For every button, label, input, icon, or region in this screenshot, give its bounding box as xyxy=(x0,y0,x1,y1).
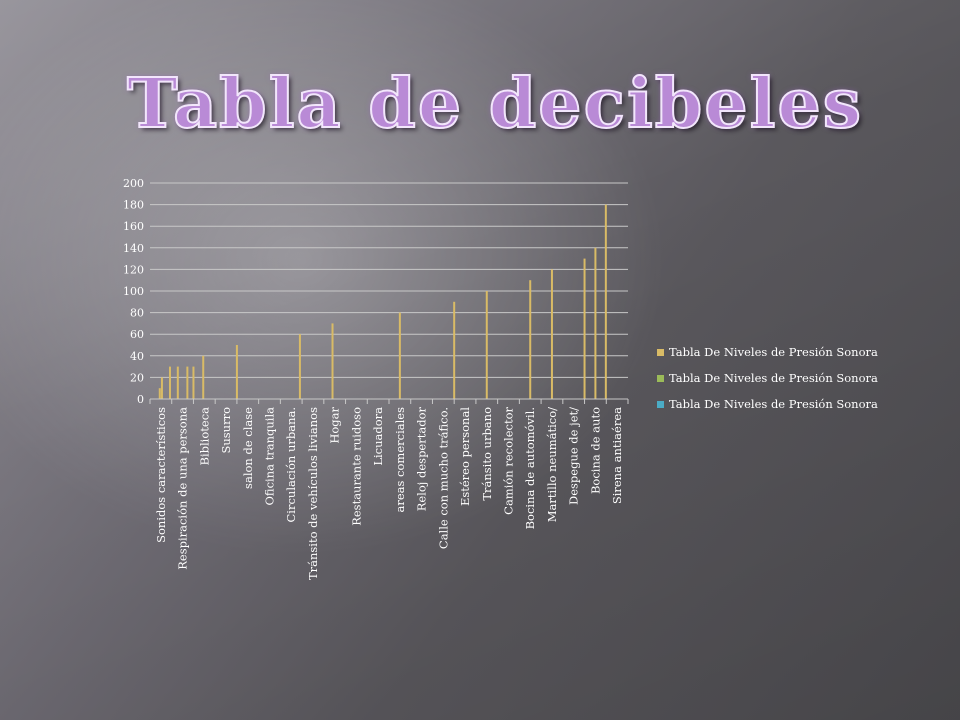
y-tick-label: 0 xyxy=(137,393,144,406)
legend-swatch xyxy=(657,401,664,408)
x-category-label: Martillo neumático/ xyxy=(545,407,559,522)
x-category-label: Biblioteca xyxy=(197,407,211,466)
slide-title: Tabla de decibeles xyxy=(126,63,863,145)
bar xyxy=(485,291,488,399)
bar xyxy=(604,204,607,399)
x-category-label: Camión recolector xyxy=(502,406,516,514)
x-category-label: Sonidos característicos xyxy=(154,407,168,543)
y-tick-label: 40 xyxy=(130,350,144,363)
bar xyxy=(453,301,456,399)
x-axis-category-labels: Sonidos característicos Respiración de un… xyxy=(154,406,624,580)
y-tick-label: 120 xyxy=(123,263,144,276)
y-tick-label: 140 xyxy=(123,242,144,255)
y-tick-label: 60 xyxy=(130,328,144,341)
x-category-label: Tránsito urbano xyxy=(480,407,494,501)
x-category-label: Oficina tranquila xyxy=(263,407,277,506)
x-category-label: Bocina de auto xyxy=(588,407,602,494)
bar xyxy=(298,334,301,399)
bar xyxy=(168,366,171,399)
y-tick-label: 80 xyxy=(130,307,144,320)
x-category-label: Reloj despertador xyxy=(415,406,429,511)
legend-label: Tabla De Niveles de Presión Sonora xyxy=(669,397,878,411)
y-tick-label: 160 xyxy=(123,220,144,233)
x-category-label: salon de clase xyxy=(241,407,255,489)
x-category-label: Tránsito de vehículos livianos xyxy=(306,407,320,580)
bar xyxy=(331,323,334,399)
bar xyxy=(529,280,532,399)
legend-label: Tabla De Niveles de Presión Sonora xyxy=(669,345,878,359)
bar xyxy=(594,247,597,399)
x-category-label: Hogar xyxy=(328,407,342,444)
x-category-label: Respiración de una persona xyxy=(176,407,190,570)
bar xyxy=(583,258,586,399)
x-category-label: Estéreo personal xyxy=(458,407,472,506)
x-category-label: Restaurante ruidoso xyxy=(349,407,363,526)
x-category-label: Circulación urbana. xyxy=(284,407,298,523)
bars xyxy=(158,204,607,399)
bar xyxy=(158,388,161,399)
x-category-label: areas comerciales xyxy=(393,407,407,513)
bar xyxy=(235,345,238,399)
legend-swatch xyxy=(657,375,664,382)
y-tick-label: 200 xyxy=(123,177,144,190)
y-tick-label: 180 xyxy=(123,199,144,212)
y-axis-tick-labels: 0 20 40 60 80 100 120 140 160 180 200 xyxy=(123,177,144,406)
bar xyxy=(160,377,163,399)
x-axis xyxy=(149,398,629,404)
x-category-label: Bocina de automóvil. xyxy=(523,407,537,529)
bar xyxy=(550,269,553,399)
x-category-label: Despegue de jet/ xyxy=(567,407,581,505)
y-tick-label: 100 xyxy=(123,285,144,298)
bar xyxy=(192,366,195,399)
bar xyxy=(398,312,401,399)
x-category-label: Sirena antiaérea xyxy=(610,407,624,504)
legend-swatch xyxy=(657,349,664,356)
bar xyxy=(186,366,189,399)
bar xyxy=(176,366,179,399)
x-category-label: Licuadora xyxy=(371,407,385,466)
x-category-label: Susurro xyxy=(219,407,233,454)
x-category-label: Calle con mucho tráfico. xyxy=(436,407,450,549)
bar xyxy=(202,355,205,399)
legend: Tabla De Niveles de Presión Sonora Tabla … xyxy=(657,345,878,411)
gridlines xyxy=(150,182,628,400)
y-tick-label: 20 xyxy=(130,371,144,384)
legend-label: Tabla De Niveles de Presión Sonora xyxy=(669,371,878,385)
